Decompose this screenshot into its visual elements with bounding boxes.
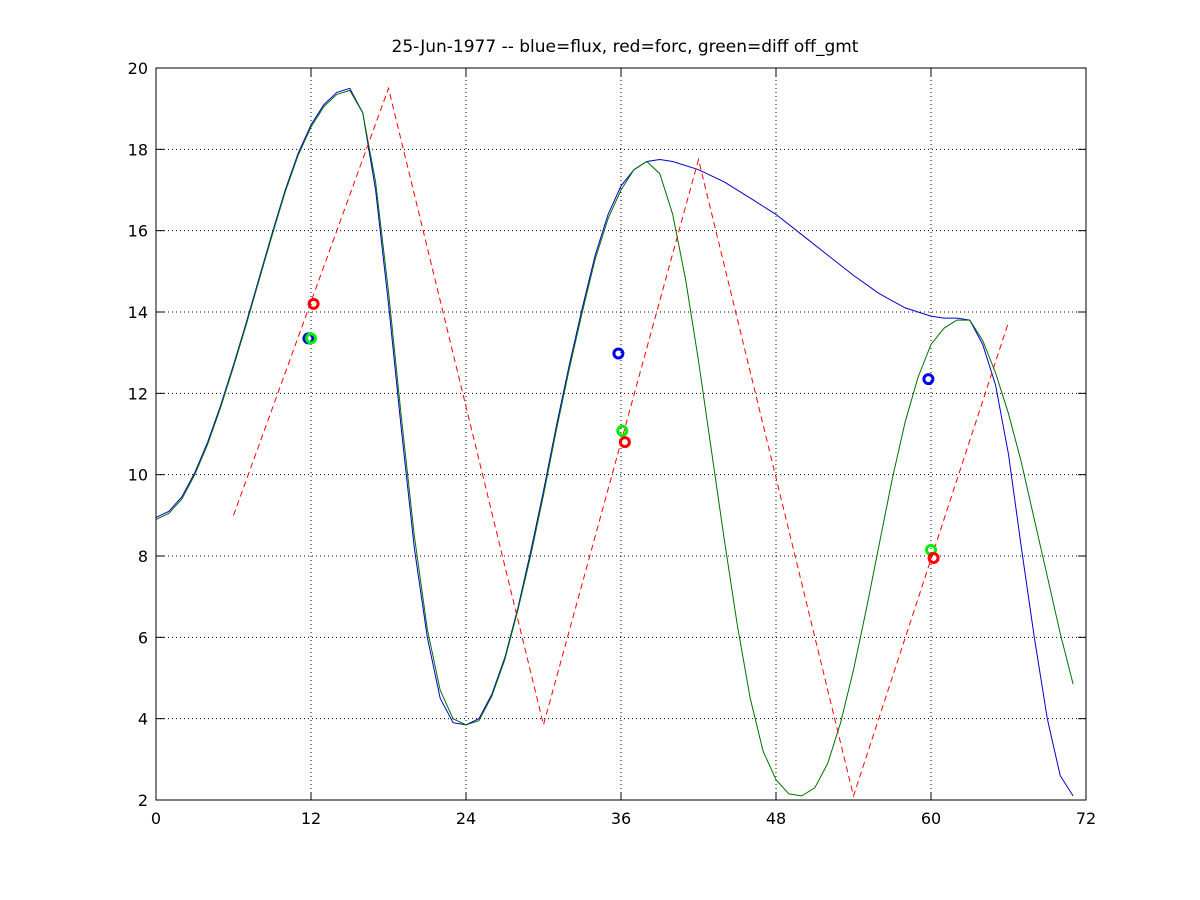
x-tick-label: 0 bbox=[151, 809, 161, 828]
x-tick-label: 36 bbox=[611, 809, 631, 828]
y-tick-label: 18 bbox=[128, 140, 148, 159]
y-tick-label: 20 bbox=[128, 59, 148, 78]
marker-point bbox=[305, 332, 317, 345]
x-tick-label: 48 bbox=[766, 809, 786, 828]
x-tick-label: 24 bbox=[456, 809, 476, 828]
marker-point bbox=[307, 297, 320, 310]
y-tick-label: 8 bbox=[138, 547, 148, 566]
x-tick-label: 72 bbox=[1076, 809, 1096, 828]
y-tick-label: 14 bbox=[128, 303, 148, 322]
x-axis: 0 12 24 36 48 60 72 bbox=[151, 68, 1096, 828]
grid bbox=[156, 68, 1086, 800]
x-tick-label: 60 bbox=[921, 809, 941, 828]
marker-point bbox=[612, 347, 625, 360]
x-tick-label: 12 bbox=[301, 809, 321, 828]
marker-layer bbox=[302, 297, 940, 565]
y-tick-label: 10 bbox=[128, 466, 148, 485]
y-tick-label: 6 bbox=[138, 628, 148, 647]
y-tick-label: 16 bbox=[128, 222, 148, 241]
chart-title: 25-Jun-1977 -- blue=flux, red=forc, gree… bbox=[392, 37, 859, 57]
y-tick-label: 4 bbox=[138, 710, 148, 729]
y-tick-label: 12 bbox=[128, 384, 148, 403]
marker-point bbox=[618, 436, 631, 449]
marker-point bbox=[927, 552, 940, 565]
y-tick-label: 2 bbox=[138, 791, 148, 810]
marker-point bbox=[922, 373, 935, 386]
series-line-1 bbox=[155, 89, 1074, 797]
y-axis: 2 4 6 8 10 12 14 16 18 20 bbox=[128, 59, 1086, 810]
marker-point bbox=[616, 424, 629, 437]
series-line-0 bbox=[155, 87, 1074, 797]
